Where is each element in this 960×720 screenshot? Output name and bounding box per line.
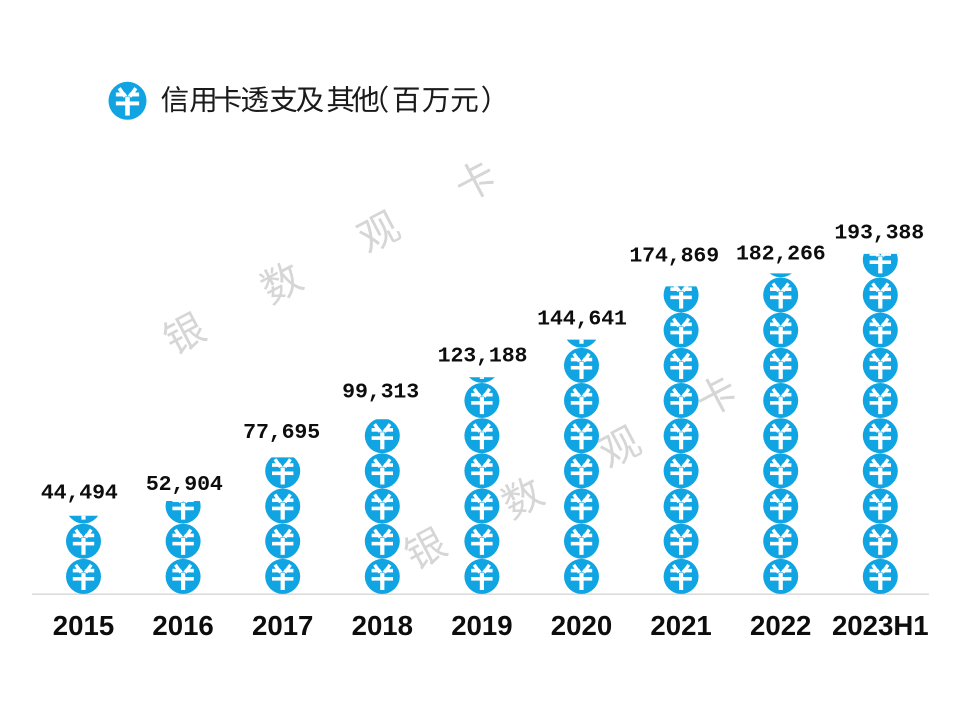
- svg-text:174,869: 174,869: [629, 245, 719, 269]
- svg-text:144,641: 144,641: [537, 307, 627, 331]
- svg-text:182,266: 182,266: [736, 242, 826, 266]
- svg-text:44,494: 44,494: [41, 482, 118, 506]
- svg-text:2018: 2018: [352, 610, 413, 641]
- svg-text:2020: 2020: [551, 610, 612, 641]
- svg-text:2022: 2022: [750, 610, 811, 641]
- svg-text:52,904: 52,904: [146, 473, 223, 497]
- svg-text:123,188: 123,188: [438, 344, 528, 368]
- svg-text:2017: 2017: [252, 610, 313, 641]
- svg-text:2023H1: 2023H1: [832, 610, 929, 641]
- svg-text:99,313: 99,313: [342, 380, 419, 404]
- svg-text:2015: 2015: [53, 610, 114, 641]
- svg-text:2019: 2019: [451, 610, 512, 641]
- svg-text:2021: 2021: [650, 610, 711, 641]
- svg-text:77,695: 77,695: [243, 421, 320, 445]
- svg-text:2016: 2016: [152, 610, 213, 641]
- svg-text:193,388: 193,388: [834, 222, 924, 246]
